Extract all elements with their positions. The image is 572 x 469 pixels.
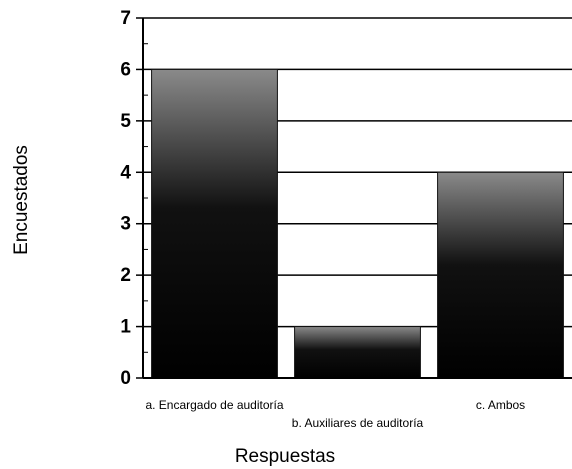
- x-tick-label: a. Encargado de auditoría: [145, 398, 283, 412]
- y-tick-label: 5: [120, 111, 131, 132]
- y-axis-label: Encuestados: [11, 145, 32, 255]
- bar: [151, 68, 278, 379]
- bar: [437, 171, 564, 379]
- x-axis-label: Respuestas: [235, 446, 335, 467]
- y-tick-label: 4: [120, 162, 131, 183]
- y-tick-label: 7: [120, 8, 131, 29]
- y-tick-label: 1: [120, 317, 131, 338]
- x-tick-label: b. Auxiliares de auditoría: [292, 416, 424, 430]
- y-tick-label: 3: [120, 214, 131, 235]
- y-tick-label: 0: [120, 368, 131, 389]
- y-tick-label: 2: [120, 265, 131, 286]
- bar: [294, 326, 421, 379]
- x-tick-label: c. Ambos: [476, 398, 525, 412]
- y-tick-label: 6: [120, 59, 131, 80]
